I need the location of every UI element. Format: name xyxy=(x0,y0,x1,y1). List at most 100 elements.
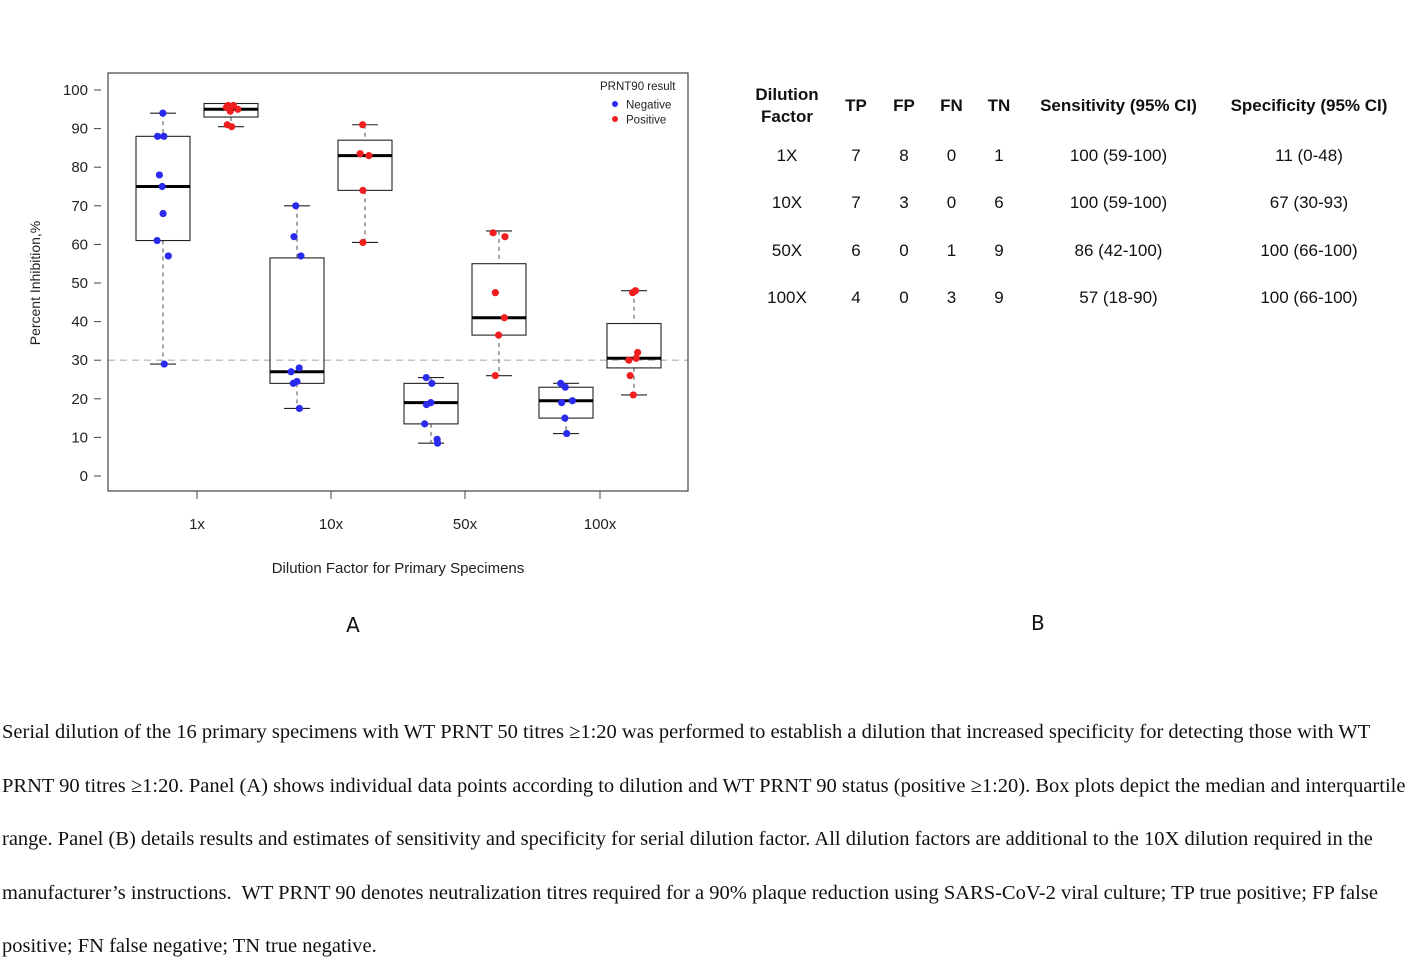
legend-title: PRNT90 result xyxy=(600,81,676,93)
data-point-negative xyxy=(164,252,172,260)
cell-fp: 3 xyxy=(899,193,909,213)
data-point-positive xyxy=(629,391,637,399)
table-row: 10X 7 3 0 6 100 (59-100) 67 (30-93) xyxy=(742,180,1404,228)
table-row: 100X 4 0 3 9 57 (18-90) 100 (66-100) xyxy=(742,275,1404,323)
table-row: 50X 6 0 1 9 86 (42-100) 100 (66-100) xyxy=(742,227,1404,275)
cell-specificity: 100 (66-100) xyxy=(1260,240,1358,260)
data-point-negative xyxy=(297,252,305,260)
cell-tn: 9 xyxy=(994,240,1004,260)
cell-fn: 3 xyxy=(946,288,957,308)
data-point-negative xyxy=(295,364,303,372)
x-axis: 1x 10x 50x 100x xyxy=(189,491,617,533)
cell-tn: 6 xyxy=(994,193,1004,213)
data-point-positive xyxy=(494,331,503,339)
data-point-negative xyxy=(160,132,168,140)
data-point-negative xyxy=(433,439,442,447)
cell-specificity: 67 (30-93) xyxy=(1269,193,1349,213)
legend-label-positive: Positive xyxy=(626,115,666,127)
cell-tp: 7 xyxy=(851,193,861,213)
data-point-negative xyxy=(159,109,167,117)
y-tick-label: 90 xyxy=(71,121,88,138)
box-negative-1x xyxy=(135,112,191,365)
y-tick-label: 50 xyxy=(71,275,88,292)
box-iqr xyxy=(538,386,594,419)
data-point-negative xyxy=(558,399,566,407)
table-header-row: Dilution Factor TP FP FN TN Sensitivity … xyxy=(742,80,1404,132)
data-point-positive xyxy=(489,229,497,237)
cell-fp: 0 xyxy=(899,240,909,260)
data-point-positive xyxy=(234,105,242,113)
data-point-positive xyxy=(626,372,634,380)
data-point-negative xyxy=(287,368,295,376)
box-iqr xyxy=(269,257,325,384)
box-positive-100x xyxy=(606,290,662,396)
data-point-negative xyxy=(155,171,164,179)
header-tp: TP xyxy=(845,96,867,115)
data-point-positive xyxy=(359,186,367,194)
cell-sensitivity: 86 (42-100) xyxy=(1074,240,1163,260)
y-tick-label: 10 xyxy=(71,429,88,446)
cell-tp: 7 xyxy=(851,145,861,165)
data-point-positive xyxy=(491,289,499,297)
header-dilution-factor: Dilution Factor xyxy=(742,80,832,132)
legend-marker-positive xyxy=(612,116,618,122)
data-point-negative xyxy=(421,420,429,428)
data-point-positive xyxy=(501,233,509,241)
box-iqr xyxy=(471,263,527,336)
cell-dilution: 10X xyxy=(771,193,803,213)
boxes-layer xyxy=(135,102,662,444)
cell-tp: 4 xyxy=(851,288,861,308)
header-fn: FN xyxy=(940,96,963,115)
data-point-negative xyxy=(292,202,300,210)
cell-sensitivity: 100 (59-100) xyxy=(1069,193,1168,213)
results-table: Dilution Factor TP FP FN TN Sensitivity … xyxy=(742,80,1404,322)
data-point-negative xyxy=(561,383,569,391)
panel-label-a: A xyxy=(346,613,360,637)
cell-fn: 1 xyxy=(946,240,957,260)
data-point-negative xyxy=(158,182,166,191)
cell-dilution: 100X xyxy=(767,288,807,308)
y-tick-label: 100 xyxy=(63,82,88,99)
data-point-negative xyxy=(290,233,298,241)
data-point-negative xyxy=(422,373,430,382)
y-tick-label: 0 xyxy=(80,468,88,485)
legend-marker-negative xyxy=(612,101,618,107)
boxplot-chart: 0 10 20 30 40 50 60 70 80 90 100 1x 10x 50x 100x PRNT… xyxy=(27,72,689,637)
x-tick-label: 50x xyxy=(453,516,478,533)
data-point-positive xyxy=(632,354,640,362)
data-point-positive xyxy=(359,238,367,247)
data-point-negative xyxy=(561,414,569,422)
header-fp: FP xyxy=(893,96,915,115)
cell-specificity: 100 (66-100) xyxy=(1260,288,1358,308)
panel-label-b: B xyxy=(1031,611,1045,635)
x-axis-label: Dilution Factor for Primary Specimens xyxy=(272,560,525,577)
data-point-positive xyxy=(500,314,508,322)
data-point-positive xyxy=(359,121,367,129)
legend: PRNT90 result Negative Positive xyxy=(600,81,676,127)
header-tn: TN xyxy=(987,96,1011,115)
data-point-positive xyxy=(228,123,236,131)
y-tick-label: 60 xyxy=(71,236,88,253)
data-point-positive xyxy=(491,372,499,380)
x-tick-label: 100x xyxy=(584,516,617,533)
box-iqr xyxy=(337,139,393,191)
data-point-positive xyxy=(365,152,373,160)
cell-specificity: 11 (0-48) xyxy=(1275,145,1343,165)
box-negative-100x xyxy=(538,382,594,435)
y-axis: 0 10 20 30 40 50 60 70 80 90 100 xyxy=(63,82,101,485)
plot-frame xyxy=(107,72,689,492)
box-iqr xyxy=(606,322,662,369)
cell-dilution: 50X xyxy=(771,240,803,260)
cell-fn: 0 xyxy=(946,193,957,213)
data-point-negative xyxy=(422,400,431,409)
data-point-positive xyxy=(226,107,234,115)
y-tick-label: 40 xyxy=(71,314,88,331)
data-point-negative xyxy=(160,360,168,368)
cell-tn: 1 xyxy=(994,145,1004,165)
box-positive-10x xyxy=(337,124,393,244)
data-point-positive xyxy=(625,356,633,364)
table-row: 1X 7 8 0 1 100 (59-100) 11 (0-48) xyxy=(742,132,1404,180)
cell-tn: 9 xyxy=(994,288,1004,308)
cell-fp: 0 xyxy=(899,288,909,308)
y-tick-label: 80 xyxy=(71,159,88,176)
